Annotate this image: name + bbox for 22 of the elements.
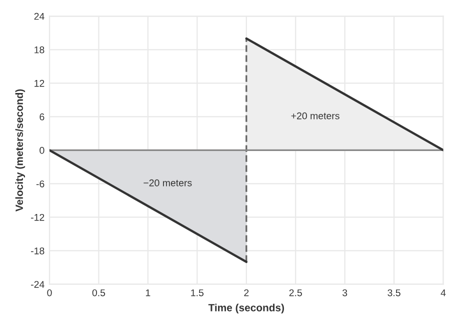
y-tick-label: 18 [34,46,44,54]
y-tick-label: 0 [40,146,44,154]
x-tick-label: 4 [440,289,446,296]
x-tick-label: 0 [47,289,52,296]
y-axis-title: Velocity (meters/second) [15,89,26,212]
x-tick-label: 3.5 [388,289,400,296]
x-tick-label: 1.5 [191,289,204,296]
x-axis-title: Time (seconds) [208,304,284,314]
x-tick-label: 3 [342,289,348,296]
y-tick-label: 6 [40,113,44,120]
y-tick-label: 24 [34,12,44,20]
y-tick-label: -18 [31,247,44,254]
x-tick-label: 0.5 [92,289,106,296]
y-tick-label: -6 [36,180,44,188]
x-tick-label: 2 [244,289,249,296]
x-tick-label: 1 [146,289,150,296]
annotation: +20 meters [291,112,340,120]
y-tick-label: -12 [31,214,44,221]
y-tick-label: 12 [34,80,44,87]
annotation: −20 meters [144,179,192,186]
x-tick-label: 2.5 [289,289,302,296]
y-tick-label: -24 [31,280,44,288]
